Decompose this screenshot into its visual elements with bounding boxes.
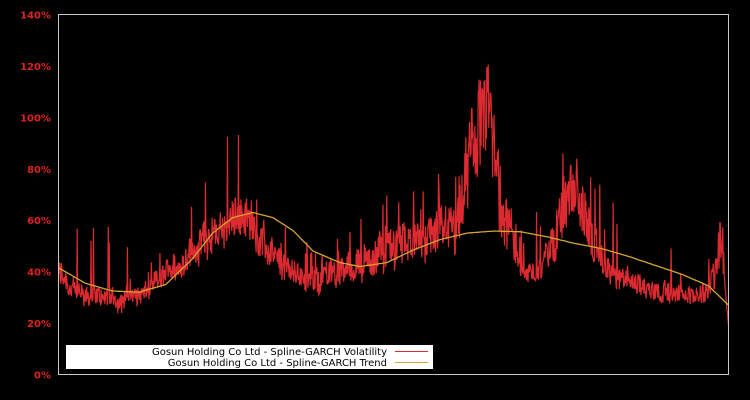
legend-box xyxy=(66,345,433,369)
plot-area xyxy=(57,64,730,326)
y-tick-label: 140% xyxy=(20,11,51,22)
volatility-line xyxy=(57,64,730,326)
y-tick-label: 120% xyxy=(20,62,51,73)
trend-line xyxy=(58,211,729,306)
y-tick-label: 100% xyxy=(20,113,51,124)
y-tick-label: 0% xyxy=(34,371,51,382)
y-tick-label: 20% xyxy=(27,319,51,330)
legend: Gosun Holding Co Ltd - Spline-GARCH Vola… xyxy=(66,345,433,369)
plot-frame xyxy=(58,14,729,375)
y-tick-label: 80% xyxy=(27,165,51,176)
legend-label-volatility: Gosun Holding Co Ltd - Spline-GARCH Vola… xyxy=(152,347,387,358)
y-axis-ticks: 0% 20% 40% 60% 80% 100% 120% 140% xyxy=(20,11,51,382)
y-tick-label: 60% xyxy=(27,216,51,227)
legend-label-trend: Gosun Holding Co Ltd - Spline-GARCH Tren… xyxy=(168,358,387,369)
y-tick-label: 40% xyxy=(27,268,51,279)
